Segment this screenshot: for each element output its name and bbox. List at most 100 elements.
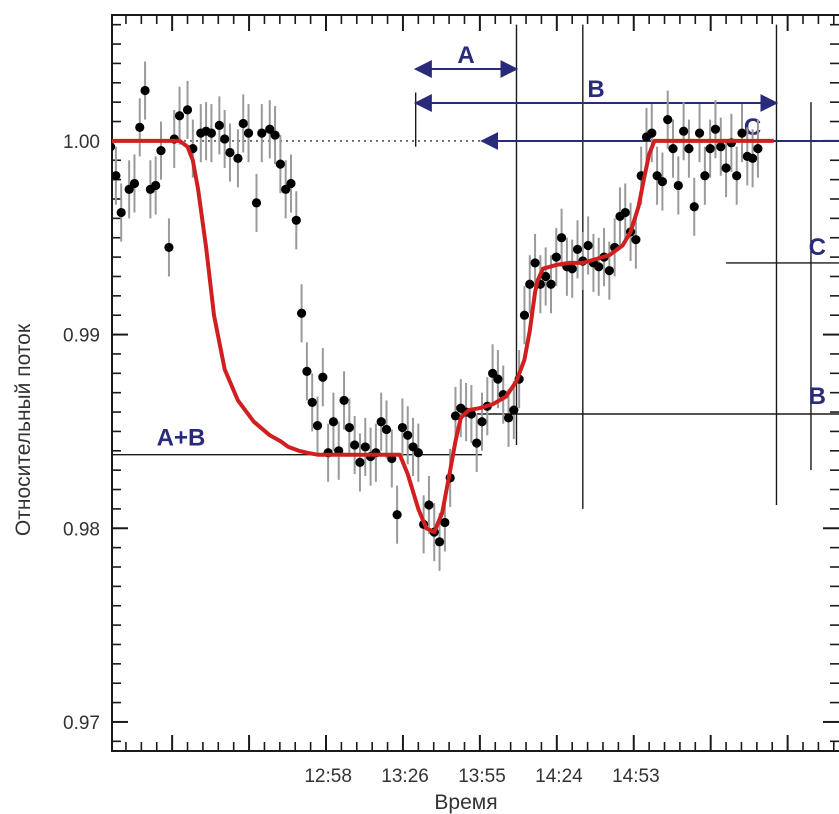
data-point bbox=[572, 244, 583, 254]
y-tick-label: 0.97 bbox=[63, 713, 100, 734]
data-point bbox=[705, 144, 715, 154]
x-tick-labels: 12:58 13:26 13:55 14:24 14:53 bbox=[304, 766, 659, 787]
x-tick-label: 13:55 bbox=[458, 766, 506, 787]
data-point bbox=[124, 184, 134, 194]
data-point bbox=[355, 457, 365, 468]
data-point bbox=[291, 215, 301, 225]
data-points bbox=[112, 85, 763, 547]
data-point bbox=[397, 422, 408, 433]
data-point bbox=[164, 242, 174, 253]
contact-lines bbox=[414, 24, 812, 509]
data-point bbox=[344, 422, 354, 433]
level-lines: A+B B C bbox=[112, 234, 839, 456]
data-point bbox=[296, 308, 307, 318]
data-point bbox=[668, 144, 678, 154]
data-point bbox=[174, 111, 185, 121]
x-axis-title: Время bbox=[434, 791, 497, 814]
data-point bbox=[620, 207, 630, 218]
data-point bbox=[652, 171, 662, 181]
x-tick-label: 14:53 bbox=[612, 766, 660, 787]
data-point bbox=[312, 421, 323, 431]
data-point bbox=[225, 147, 235, 158]
data-point bbox=[737, 128, 747, 138]
duration-label: A bbox=[457, 42, 474, 69]
data-point bbox=[206, 128, 216, 138]
data-point bbox=[328, 417, 339, 427]
data-point bbox=[265, 124, 275, 134]
data-point bbox=[339, 395, 349, 406]
y-tick-label: 1.00 bbox=[63, 132, 100, 153]
y-axis-title: Относительный поток bbox=[12, 323, 35, 536]
data-point bbox=[140, 85, 150, 96]
data-point bbox=[477, 417, 487, 427]
data-point bbox=[214, 120, 224, 130]
data-point bbox=[151, 180, 161, 191]
data-point bbox=[519, 310, 530, 320]
data-point bbox=[440, 517, 450, 528]
data-point bbox=[275, 159, 285, 169]
data-point bbox=[604, 266, 614, 276]
duration-arrows: ABC bbox=[413, 42, 839, 150]
data-point bbox=[281, 184, 291, 194]
data-point bbox=[567, 264, 577, 274]
data-point bbox=[116, 207, 126, 218]
data-point bbox=[450, 411, 461, 421]
data-point bbox=[710, 124, 721, 134]
data-point bbox=[403, 430, 413, 440]
data-point bbox=[594, 262, 604, 272]
data-point bbox=[541, 271, 551, 282]
data-point bbox=[129, 178, 140, 189]
data-point bbox=[748, 153, 758, 163]
data-point bbox=[647, 128, 657, 138]
y-tick-label: 0.99 bbox=[63, 326, 100, 347]
data-point bbox=[302, 366, 312, 376]
data-point bbox=[257, 128, 267, 138]
data-point bbox=[673, 180, 683, 191]
data-point bbox=[182, 105, 193, 115]
error-bars bbox=[114, 61, 759, 571]
data-point bbox=[270, 130, 280, 140]
data-point bbox=[546, 279, 556, 289]
data-point bbox=[112, 171, 121, 181]
data-point bbox=[112, 142, 116, 152]
data-point bbox=[716, 142, 726, 152]
data-point bbox=[434, 537, 445, 547]
data-point bbox=[307, 397, 317, 407]
data-point bbox=[493, 374, 503, 384]
model-curve bbox=[112, 138, 774, 535]
axis-ticks bbox=[112, 15, 839, 751]
data-point bbox=[424, 500, 434, 510]
data-point bbox=[135, 122, 145, 132]
data-point bbox=[243, 128, 254, 138]
y-tick-label: 0.98 bbox=[63, 519, 100, 540]
data-point bbox=[721, 163, 731, 173]
data-point bbox=[657, 176, 668, 187]
data-point bbox=[503, 413, 514, 423]
data-point bbox=[556, 233, 567, 243]
data-point bbox=[679, 126, 689, 136]
data-point bbox=[350, 440, 360, 450]
data-point bbox=[360, 442, 370, 452]
x-tick-label: 12:58 bbox=[304, 766, 352, 787]
data-point bbox=[392, 510, 402, 520]
data-point bbox=[753, 144, 763, 154]
data-point bbox=[381, 424, 392, 435]
data-point bbox=[631, 235, 641, 245]
data-point bbox=[694, 128, 705, 138]
data-point bbox=[413, 448, 423, 458]
data-point bbox=[732, 171, 742, 181]
data-point bbox=[551, 252, 561, 262]
level-label: C bbox=[809, 234, 826, 261]
x-tick-label: 14:24 bbox=[535, 766, 583, 787]
data-point bbox=[689, 202, 699, 212]
duration-label: B bbox=[587, 76, 604, 103]
data-point bbox=[251, 198, 262, 208]
data-point bbox=[530, 258, 540, 268]
level-label: B bbox=[809, 383, 826, 410]
data-point bbox=[238, 118, 248, 129]
data-point bbox=[488, 368, 498, 378]
data-point bbox=[583, 240, 593, 251]
data-point bbox=[318, 372, 328, 382]
x-tick-label: 13:26 bbox=[381, 766, 429, 787]
